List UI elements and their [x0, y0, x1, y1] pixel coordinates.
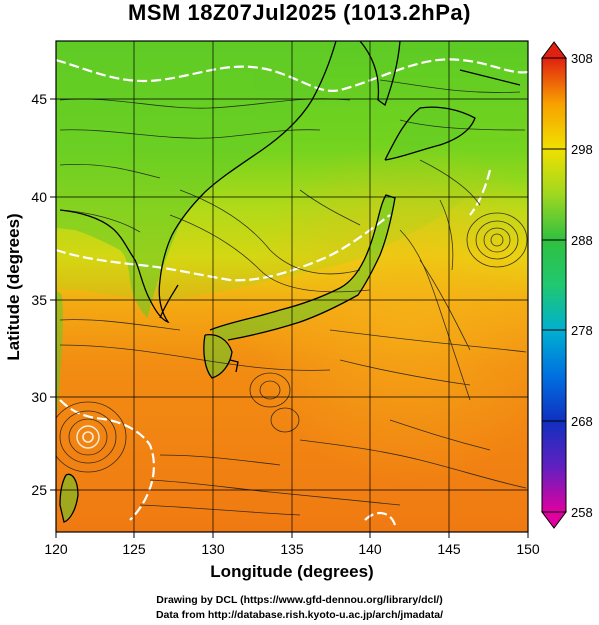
- y-tick-25: 25: [31, 482, 47, 498]
- y-axis-label: Latitude (degrees): [4, 213, 23, 360]
- x-tick-140: 140: [358, 541, 382, 557]
- axis-ticks: [50, 98, 529, 538]
- x-tick-120: 120: [44, 541, 68, 557]
- map-title: MSM 18Z07Jul2025 (1013.2hPa): [128, 0, 471, 25]
- colorbar-body: [541, 57, 567, 513]
- lat-lon-grid: [56, 41, 528, 532]
- colorbar-tick-288: 288: [571, 233, 593, 248]
- streamlines: [56, 79, 528, 516]
- x-tick-125: 125: [122, 541, 146, 557]
- x-tick-130: 130: [201, 541, 225, 557]
- credit-drawing: Drawing by DCL (https://www.gfd-dennou.o…: [156, 594, 443, 606]
- coastlines: [59, 41, 521, 523]
- y-tick-45: 45: [31, 91, 47, 107]
- credit-data: Data from http://database.rish.kyoto-u.a…: [155, 609, 444, 621]
- x-axis-label: Longitude (degrees): [210, 562, 373, 581]
- colorbar: 308 298 288 278 268 258: [541, 41, 593, 529]
- x-tick-135: 135: [280, 541, 304, 557]
- colorbar-tick-268: 268: [571, 414, 593, 429]
- colorbar-tick-308: 308: [571, 51, 593, 66]
- colorbar-bottom-arrow: [541, 511, 567, 529]
- colorbar-tick-258: 258: [571, 505, 593, 520]
- x-tick-150: 150: [516, 541, 540, 557]
- colorbar-tick-298: 298: [571, 142, 593, 157]
- plot-area: [56, 41, 528, 532]
- colorbar-top-arrow: [541, 41, 567, 59]
- y-tick-35: 35: [31, 292, 47, 308]
- y-tick-30: 30: [31, 389, 47, 405]
- x-tick-145: 145: [437, 541, 461, 557]
- colorbar-tick-278: 278: [571, 323, 593, 338]
- y-tick-40: 40: [31, 189, 47, 205]
- isotherm-contours: [56, 58, 528, 526]
- land: [56, 41, 475, 522]
